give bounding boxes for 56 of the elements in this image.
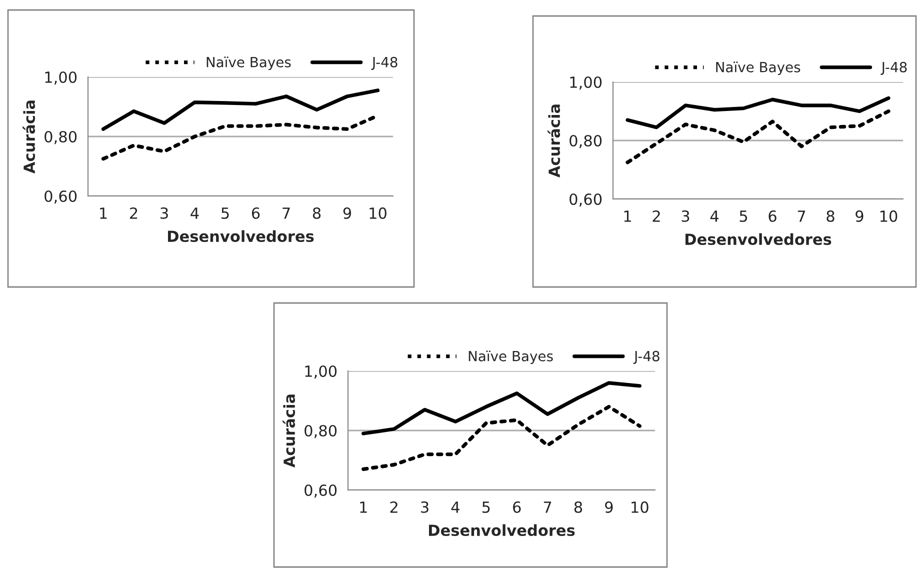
y-tick-label: 0,80	[304, 424, 337, 438]
x-tick-label: 4	[710, 210, 719, 222]
legend-label: J-48	[371, 56, 398, 70]
line-series	[101, 88, 380, 131]
x-tick-label: 4	[190, 208, 199, 219]
line-series	[362, 381, 642, 436]
y-tick-label: 0,80	[570, 134, 602, 148]
x-tick-label: 10	[632, 501, 648, 513]
y-tick-label: 0,60	[570, 193, 602, 207]
line-series	[362, 404, 642, 471]
x-axis-title: Desenvolvedores	[685, 233, 832, 246]
y-tick-label: 0,80	[44, 130, 77, 144]
y-tick-label: 1,00	[45, 71, 77, 85]
y-tick-label: 1,00	[570, 76, 602, 90]
x-tick-label: 6	[768, 210, 776, 222]
x-tick-label: 2	[652, 210, 660, 222]
x-tick-label: 6	[252, 207, 260, 219]
x-tick-label: 7	[544, 502, 552, 513]
legend-label: J-48	[633, 350, 660, 364]
y-tick-label: 0,60	[304, 484, 337, 498]
x-tick-label: 10	[370, 207, 386, 219]
y-axis-title: Acurácia	[22, 100, 36, 174]
x-tick-label: 4	[451, 502, 460, 513]
x-axis-title: Desenvolvedores	[428, 524, 575, 536]
y-tick-label: 0,60	[44, 190, 77, 204]
x-tick-label: 2	[130, 207, 138, 219]
x-tick-label: 1	[360, 502, 367, 513]
x-tick-label: 9	[343, 207, 352, 219]
x-axis-title: Desenvolvedores	[168, 230, 314, 242]
legend-label: J-48	[880, 62, 907, 75]
x-tick-label: 3	[160, 207, 168, 219]
x-tick-label: 7	[282, 208, 290, 219]
x-tick-label: 6	[513, 501, 521, 513]
legend-label: Naïve Bayes	[716, 62, 800, 76]
x-tick-label: 9	[856, 210, 864, 222]
legend-label: Naïve Bayes	[468, 350, 553, 364]
y-tick-label: 1,00	[305, 365, 337, 379]
x-tick-label: 1	[624, 210, 631, 222]
x-tick-label: 5	[482, 502, 490, 513]
line-series	[626, 109, 890, 164]
x-tick-label: 1	[100, 208, 107, 219]
x-tick-label: 3	[421, 501, 428, 513]
legend-label: Naïve Bayes	[206, 56, 291, 70]
y-axis-title: Acurácia	[282, 394, 296, 468]
line-series	[626, 96, 890, 130]
x-tick-label: 8	[574, 501, 582, 513]
x-tick-label: 5	[222, 208, 229, 219]
x-tick-label: 9	[605, 501, 613, 513]
y-axis-title: Acurácia	[548, 104, 560, 178]
x-tick-label: 5	[740, 210, 748, 222]
x-tick-label: 2	[390, 501, 398, 513]
x-tick-label: 8	[312, 207, 321, 219]
x-tick-label: 10	[880, 210, 898, 222]
x-tick-label: 3	[682, 210, 690, 222]
x-tick-label: 7	[798, 210, 806, 222]
x-tick-label: 8	[826, 210, 834, 222]
